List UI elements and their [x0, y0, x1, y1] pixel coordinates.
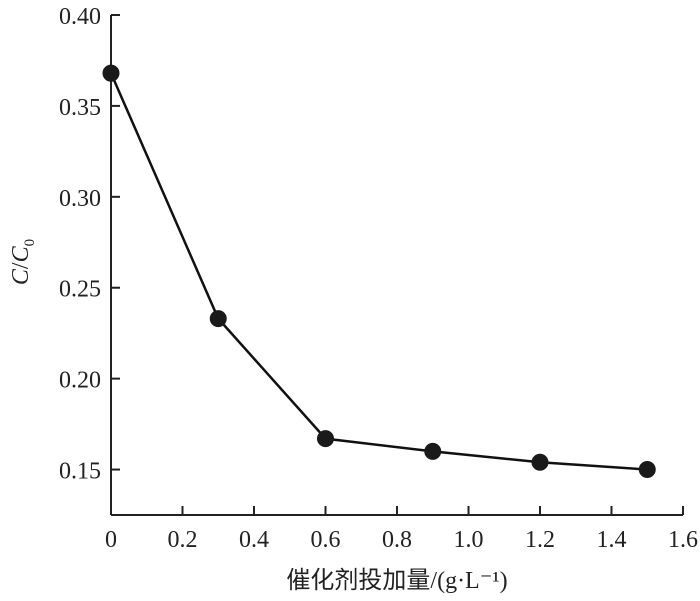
data-point [102, 64, 120, 82]
x-tick-label: 0.6 [311, 527, 341, 553]
axes [110, 15, 683, 516]
x-tick-label: 1.6 [668, 527, 698, 553]
data-point [317, 430, 334, 448]
y-axis-title: C/C0 [8, 239, 38, 285]
x-tick-label: 1.0 [454, 527, 484, 553]
x-tick-label: 0.8 [382, 527, 412, 553]
data-point [424, 442, 442, 460]
series [102, 64, 656, 479]
data-point [638, 461, 656, 479]
y-tick-label: 0.25 [59, 277, 101, 303]
y-tick-label: 0.35 [59, 95, 101, 121]
x-tick-label: 1.2 [525, 527, 555, 553]
x-tick-label: 1.4 [597, 527, 627, 553]
y-tick-label: 0.20 [59, 368, 101, 394]
x-tick-label: 0.4 [239, 527, 269, 553]
series-line [109, 72, 648, 471]
y-tick-label: 0.15 [59, 459, 101, 485]
x-ticks: 0 0.2 0.4 0.6 0.8 1.0 1.2 1.4 1.6 [105, 506, 698, 553]
data-point [209, 310, 227, 328]
x-axis-title: 催化剂投加量/(g·L⁻¹) [286, 567, 507, 594]
y-tick-label: 0.30 [59, 186, 101, 212]
y-ticks: 0.15 0.20 0.25 0.30 0.35 0.40 [59, 4, 120, 485]
x-tick-label: 0 [105, 527, 117, 553]
data-point [531, 453, 549, 471]
y-tick-label: 0.40 [59, 4, 101, 30]
x-tick-label: 0.2 [168, 527, 198, 553]
